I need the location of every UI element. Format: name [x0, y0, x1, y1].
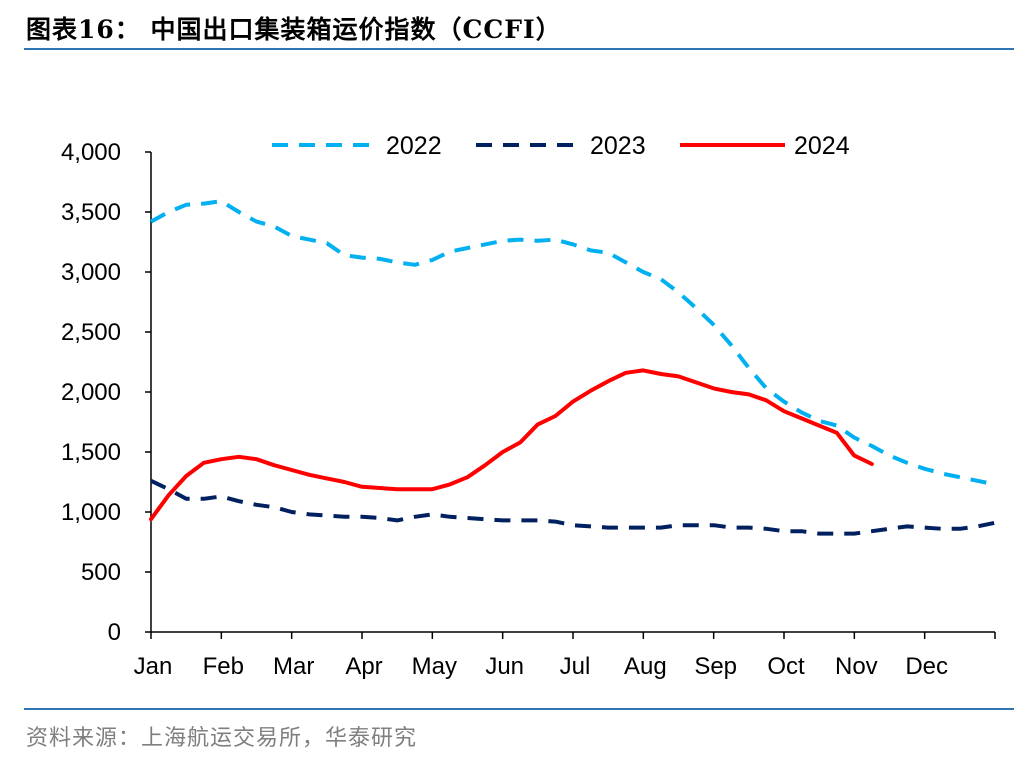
x-tick-label: Sep: [694, 653, 737, 680]
y-tick-label: 4,000: [61, 139, 121, 166]
x-tick-label: Oct: [767, 653, 805, 680]
x-tick-label: Apr: [345, 653, 382, 680]
y-tick-label: 3,000: [61, 259, 121, 286]
chart-legend: 2022 2023 2024: [272, 132, 850, 160]
x-tick-label: Jun: [485, 653, 524, 680]
x-tick-label: Jul: [560, 653, 591, 680]
chart-title: 图表16： 中国出口集装箱运价指数（CCFI）: [26, 15, 562, 44]
legend-label-2024: 2024: [794, 132, 850, 160]
source-note: 资料来源：上海航运交易所，华泰研究: [26, 726, 418, 751]
y-tick-label: 1,000: [61, 499, 121, 526]
y-tick-label: 500: [81, 559, 121, 586]
y-tick-label: 2,000: [61, 379, 121, 406]
y-tick-label: 2,500: [61, 319, 121, 346]
legend-label-2023: 2023: [590, 132, 646, 160]
x-tick-label: Jan: [134, 653, 173, 680]
header-divider: [24, 48, 1014, 50]
footer-divider: [24, 708, 1014, 710]
series-line-2023: [150, 478, 996, 536]
chart-series: [149, 199, 996, 536]
series-line-2022: [150, 199, 996, 487]
x-tick-label: Aug: [624, 653, 667, 680]
y-tick-label: 0: [108, 619, 121, 646]
chart-axes: 0 500 1,000 1,500 2,000 2,500 3,000 3,500 4,000 J…: [61, 139, 996, 680]
x-tick-label: Nov: [835, 653, 878, 680]
x-tick-label: Dec: [905, 653, 948, 680]
y-tick-label: 3,500: [61, 199, 121, 226]
series-line-2024: [149, 368, 874, 522]
x-tick-label: Feb: [203, 653, 244, 680]
line-chart: 0 500 1,000 1,500 2,000 2,500 3,000 3,500 4,000 J…: [61, 132, 996, 680]
x-tick-label: Mar: [273, 653, 314, 680]
legend-label-2022: 2022: [386, 132, 442, 160]
y-tick-label: 1,500: [61, 439, 121, 466]
x-tick-label: May: [412, 653, 457, 680]
